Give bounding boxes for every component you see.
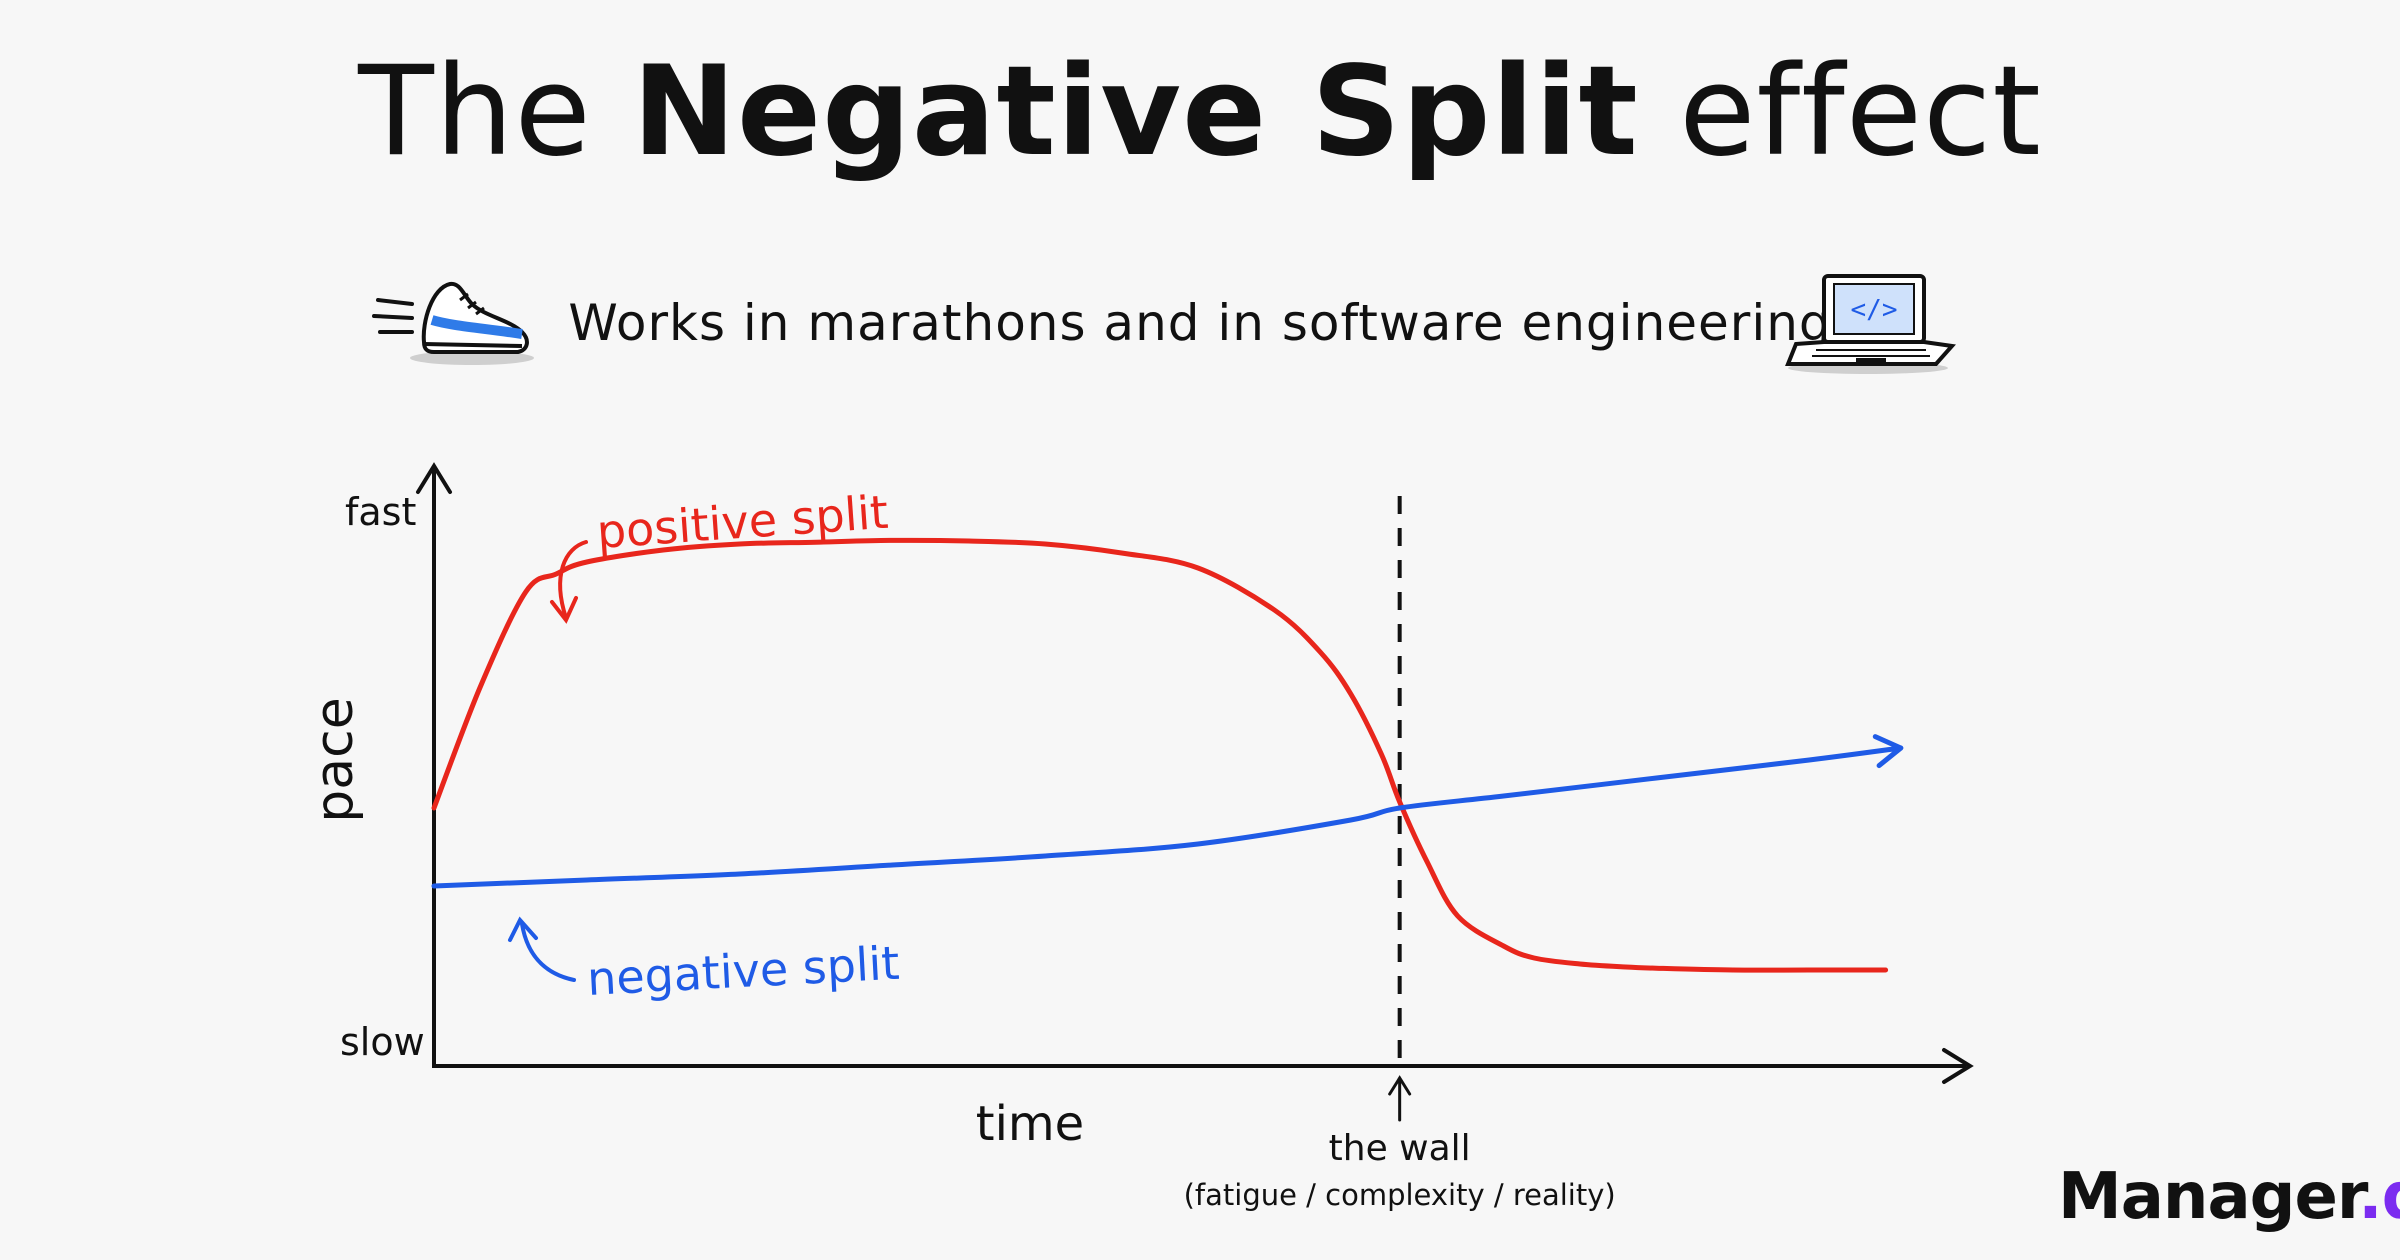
title-post: effect xyxy=(1679,40,2042,184)
negative-split-label-arrow xyxy=(520,922,576,982)
brand-name: Manager xyxy=(2058,1160,2359,1234)
x-axis-label: time xyxy=(976,1096,1084,1152)
laptop-code-icon: </> xyxy=(1785,274,1956,374)
x-axis-arrow xyxy=(1942,1048,1974,1084)
y-tick-label-fast: fast xyxy=(345,490,416,534)
wall-pointer-arrow-path xyxy=(1388,1075,1412,1122)
subtitle-row: Works in marathons and in software engin… xyxy=(0,270,2400,390)
negative-split-label-arrowhead xyxy=(508,916,538,942)
positive-split-label: positive split xyxy=(595,485,890,559)
series-line-negative-split xyxy=(431,745,1904,889)
brand-tld: .dev xyxy=(2358,1160,2400,1234)
page-title: The Negative Split effect xyxy=(0,40,2400,184)
positive-split-label-arrowhead xyxy=(550,596,578,624)
wall-sublabel: (fatigue / complexity / reality) xyxy=(1184,1178,1616,1212)
subtitle: Works in marathons and in software engin… xyxy=(568,294,1832,352)
svg-text:</>: </> xyxy=(1851,295,1898,325)
running-shoe-icon xyxy=(372,281,534,365)
y-tick-label-slow: slow xyxy=(340,1020,425,1064)
negative-split-arrowhead xyxy=(1872,734,1904,769)
y-axis-arrow xyxy=(416,462,452,494)
positive-split-label-arrow xyxy=(558,540,588,620)
wall-pointer-arrow xyxy=(1388,1075,1412,1122)
brand-logo: Manager.dev xyxy=(2058,1160,2400,1234)
series-line-positive-split xyxy=(431,537,1889,973)
y-axis-label: pace xyxy=(305,697,365,822)
negative-split-label: negative split xyxy=(586,936,901,1006)
wall-label: the wall xyxy=(1329,1128,1471,1169)
title-bold: Negative Split xyxy=(632,40,1639,184)
title-pre: The xyxy=(358,40,592,184)
